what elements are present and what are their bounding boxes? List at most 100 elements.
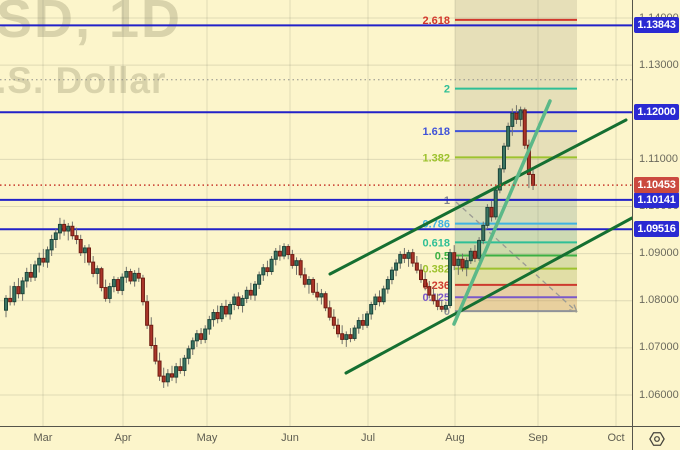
candle-body	[124, 271, 129, 278]
price-axis-label: 1.13000	[639, 58, 679, 71]
candle-body	[502, 145, 506, 170]
candle-body	[57, 223, 62, 234]
fib-zone	[455, 297, 577, 312]
candle-body	[306, 279, 311, 285]
channel-line-lower[interactable]	[344, 216, 632, 375]
fib-level-label: 0.618	[422, 237, 450, 249]
candle-body	[174, 366, 179, 378]
candle-body	[369, 304, 374, 315]
candle-body	[107, 286, 112, 299]
time-axis-label: May	[196, 432, 218, 444]
fib-level-label: 0.5	[435, 250, 450, 262]
candle-body	[522, 109, 527, 146]
plot-area[interactable]: SD, 1D .S. Dollar 2.61821.6181.38210.786…	[0, 0, 632, 426]
candle-body	[128, 271, 133, 282]
time-axis[interactable]: Mar Apr May Jun Jul Aug Sep Oct	[0, 426, 632, 450]
candle-body	[398, 254, 403, 264]
candle-body	[20, 280, 25, 295]
candle-body	[91, 261, 96, 274]
candle-body	[178, 366, 183, 371]
price-axis-label: 1.09000	[639, 247, 679, 260]
candle-body	[277, 250, 282, 257]
candle-body	[207, 319, 212, 330]
candle-body	[319, 293, 324, 298]
candle-body	[236, 296, 241, 306]
candle-body	[497, 168, 502, 191]
candle-body	[145, 301, 150, 326]
price-axis-label: 1.06000	[639, 388, 679, 401]
time-axis-label: Aug	[445, 432, 465, 444]
candle-body	[74, 235, 79, 240]
candle-body	[24, 271, 29, 282]
candle-body	[340, 333, 345, 340]
candle-body	[103, 287, 108, 299]
candle-body	[344, 334, 349, 340]
price-level-badge: 1.12000	[634, 104, 679, 121]
candle-body	[452, 252, 457, 266]
steep-trend-line[interactable]	[452, 99, 552, 326]
candle-body	[294, 260, 299, 266]
fib-level-label: 0.382	[422, 264, 450, 276]
price-scale-settings-icon[interactable]	[648, 431, 665, 447]
candle-body	[157, 360, 162, 377]
fib-level-label: 1.382	[422, 152, 450, 164]
candle-body	[62, 223, 67, 232]
price-axis[interactable]: 1.140001.130001.120001.110001.100001.090…	[632, 0, 680, 426]
candle-body	[215, 312, 220, 320]
candle-body	[286, 246, 291, 256]
candle-body	[78, 238, 83, 254]
candle-body	[443, 304, 448, 310]
candle-body	[448, 252, 453, 306]
candle-body	[149, 324, 154, 347]
time-axis-label: Oct	[607, 432, 625, 444]
candle-body	[493, 189, 498, 218]
candle-body	[402, 254, 407, 259]
candle-body	[531, 173, 536, 186]
fib-level-label: 2	[444, 84, 450, 96]
candle-body	[12, 286, 17, 303]
candle-body	[194, 333, 199, 342]
candle-body	[99, 268, 104, 289]
candle-body	[373, 296, 378, 306]
candle-body	[240, 297, 245, 306]
candle-body	[352, 327, 357, 339]
fib-zone	[455, 199, 577, 224]
candle-body	[472, 250, 477, 259]
candle-body	[327, 307, 332, 318]
candle-body	[514, 112, 519, 120]
fib-dashed-trendline[interactable]	[455, 201, 578, 313]
candle-body	[331, 316, 336, 326]
candle-body	[381, 288, 386, 303]
candle-body	[186, 348, 191, 359]
axis-corner	[632, 426, 680, 450]
price-axis-label: 1.08000	[639, 294, 679, 307]
candle-body	[518, 109, 523, 120]
candle-body	[257, 274, 262, 285]
candle-body	[410, 252, 415, 264]
candle-body	[315, 291, 320, 298]
candle-body	[290, 254, 295, 266]
price-axis-label: 1.07000	[639, 341, 679, 354]
candle-body	[265, 267, 270, 273]
current-price-badge: 1.10453	[634, 177, 679, 194]
candle-body	[506, 125, 511, 147]
candle-body	[510, 112, 515, 127]
candle-body	[16, 286, 21, 295]
fib-level-label: 2.618	[422, 15, 450, 27]
channel-line-upper[interactable]	[328, 118, 628, 276]
candle-body	[41, 257, 46, 263]
candle-body	[348, 334, 353, 339]
candle-body	[323, 293, 328, 309]
candle-body	[356, 320, 361, 329]
candle-body	[261, 267, 266, 276]
candle-body	[468, 250, 473, 262]
candle-body	[161, 375, 166, 383]
candle-body	[70, 225, 75, 237]
candle-body	[377, 296, 382, 303]
candle-body	[419, 269, 423, 281]
candle-body	[489, 206, 494, 218]
fib-zone	[455, 284, 577, 298]
candle-body	[140, 277, 145, 303]
chart-canvas[interactable]: 2.61821.6181.38210.7860.6180.50.3820.236…	[0, 0, 632, 426]
